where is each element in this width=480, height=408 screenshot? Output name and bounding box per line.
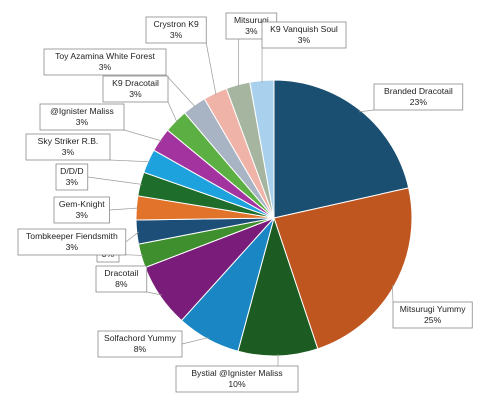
callout-box xyxy=(43,48,167,76)
data-label-value: 3% xyxy=(245,26,258,36)
data-label-name: Sky Striker R.B. xyxy=(38,136,99,146)
data-label-name: Bystial @Ignister Maliss xyxy=(191,368,282,378)
leader-line xyxy=(392,284,394,303)
callout-box xyxy=(145,16,207,44)
data-label-name: Dracotail xyxy=(104,268,138,278)
data-label-value: 3% xyxy=(66,177,79,187)
data-label-value: 3% xyxy=(76,210,89,220)
callout-box xyxy=(261,21,347,49)
pie-slice-mitsurugi-yummy xyxy=(273,187,413,350)
data-label-value: 3% xyxy=(66,242,79,252)
data-label-value: 3% xyxy=(62,147,75,157)
data-label-value: 3% xyxy=(170,30,183,40)
data-label-name: Mitsurugi xyxy=(234,15,269,25)
leader-line xyxy=(167,101,178,123)
data-label-name: Solfachord Yummy xyxy=(104,333,177,343)
callout-box xyxy=(97,330,183,358)
leader-line xyxy=(123,129,162,142)
callout-sky-striker-r-b: Sky Striker R.B.3% xyxy=(25,133,111,161)
callout-box xyxy=(39,103,125,131)
leader-line xyxy=(146,291,162,296)
callout-box xyxy=(175,365,299,393)
leader-line xyxy=(165,74,196,108)
data-label-value: 8% xyxy=(115,279,128,289)
data-label-value: 8% xyxy=(134,344,147,354)
pie-slice-branded-dracotail xyxy=(273,79,410,219)
callout-box xyxy=(17,228,127,256)
data-label-name: Gem-Knight xyxy=(59,199,105,209)
data-label-value: 10% xyxy=(228,379,246,389)
data-label-name: K9 Vanquish Soul xyxy=(270,24,338,34)
data-label-value: 3% xyxy=(76,117,89,127)
leader-line xyxy=(109,159,151,163)
callout-d-d-d: D/D/D3% xyxy=(55,163,89,191)
data-label-name: Toy Azamina White Forest xyxy=(55,51,155,61)
data-label-value: 25% xyxy=(424,315,442,325)
leader-line xyxy=(125,231,139,243)
callout-box xyxy=(53,196,110,224)
pie-slices xyxy=(135,79,413,357)
leader-line xyxy=(358,109,375,113)
leader-line xyxy=(109,207,139,211)
leader-line xyxy=(181,337,209,345)
callout-crystron-k9: Crystron K93% xyxy=(145,16,207,44)
callout-box xyxy=(373,83,464,111)
leader-line xyxy=(87,176,143,185)
callout-box xyxy=(55,163,89,191)
callout-box xyxy=(25,133,111,161)
data-label-name: K9 Dracotail xyxy=(112,78,159,88)
callout-box xyxy=(95,265,148,293)
data-label-name: Branded Dracotail xyxy=(384,86,453,96)
leader-line xyxy=(205,42,217,96)
data-label-name: Crystron K9 xyxy=(153,19,199,29)
data-label-name: Mitsurugi Yummy xyxy=(400,304,466,314)
leader-lines xyxy=(87,39,394,366)
data-label-value: 3% xyxy=(99,62,112,72)
data-label-value: 3% xyxy=(129,89,142,99)
data-label-value: 23% xyxy=(410,97,428,107)
data-label-name: D/D/D xyxy=(60,166,83,176)
callout-box xyxy=(102,75,169,103)
callout-box xyxy=(392,301,473,329)
data-label-value: 3% xyxy=(298,35,311,45)
data-label-name: Tombkeeper Fiendsmith xyxy=(26,231,118,241)
data-label-name: @Ignister Maliss xyxy=(50,106,114,116)
